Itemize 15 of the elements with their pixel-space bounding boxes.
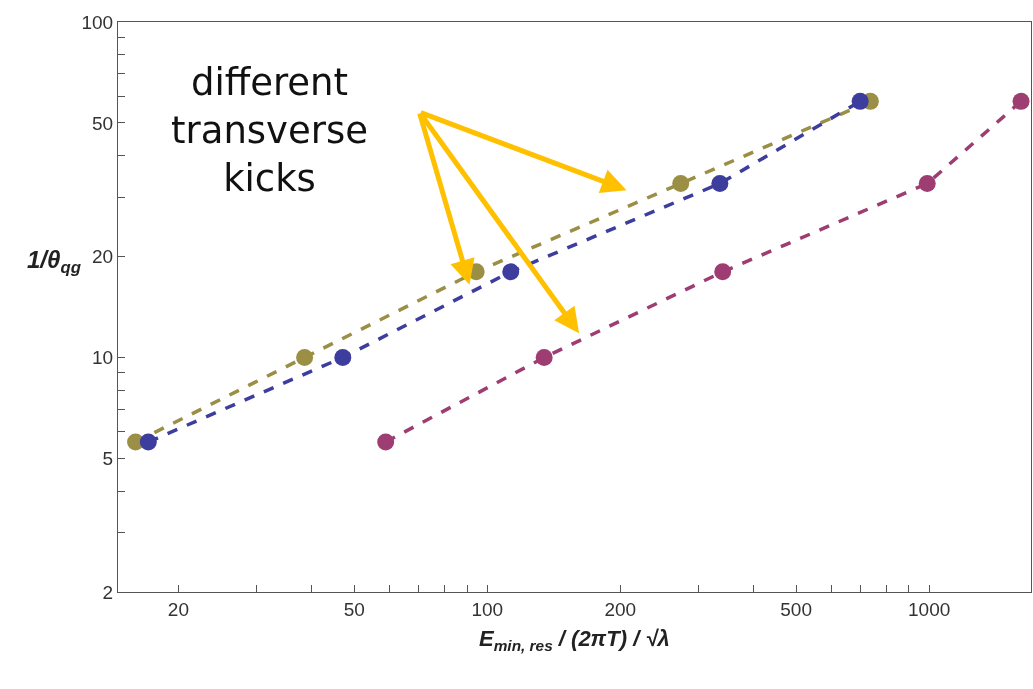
x-tick-label: 500 bbox=[780, 598, 812, 620]
x-axis-title: E$_{min, res}$ / (2πT) / √λ bbox=[479, 626, 670, 654]
annotation: different transverse kicks bbox=[171, 61, 369, 201]
y-tick-label: 50 bbox=[92, 112, 114, 134]
y-tick-label: 20 bbox=[92, 246, 114, 268]
y-tick-label: 10 bbox=[92, 347, 114, 369]
x-tick-label: 200 bbox=[604, 598, 637, 620]
y-axis-title: 1/θ$_{qg}$ bbox=[27, 246, 81, 278]
y-tick-label: 100 bbox=[81, 11, 114, 33]
x-tick-label: 100 bbox=[471, 598, 504, 620]
y-tick-label: 5 bbox=[102, 448, 114, 470]
x-tick-label: 50 bbox=[343, 598, 365, 620]
x-tick-label: 20 bbox=[167, 598, 189, 620]
x-tick-label: 1000 bbox=[908, 598, 951, 620]
y-tick-label: 2 bbox=[102, 581, 114, 603]
